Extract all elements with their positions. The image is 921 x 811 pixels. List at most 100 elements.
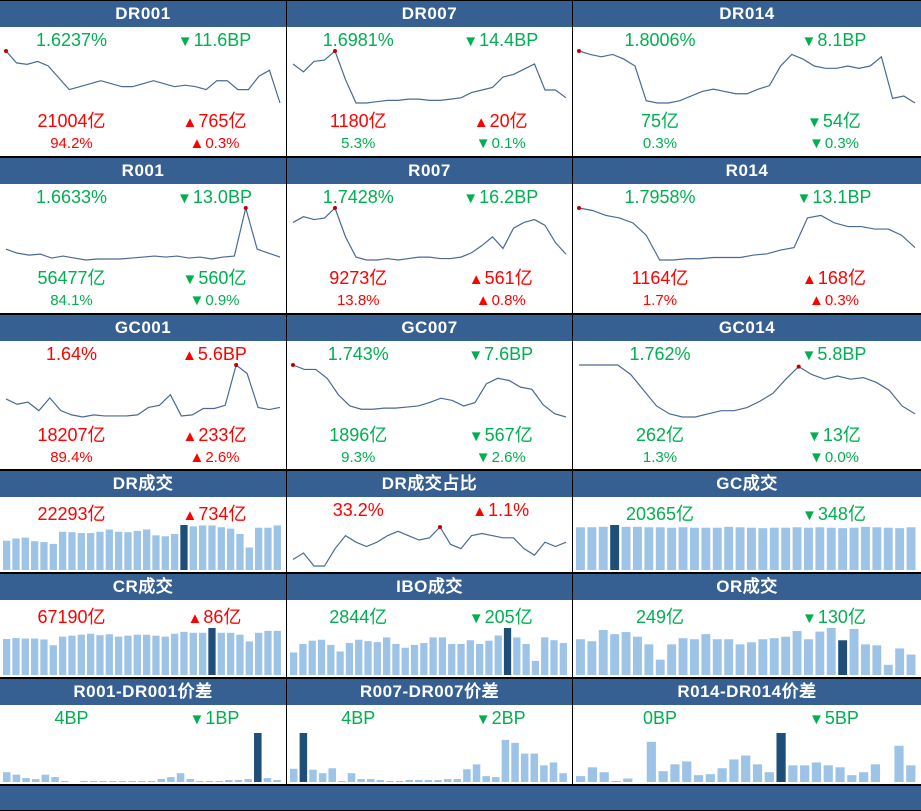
bar (40, 542, 48, 570)
bar (883, 527, 893, 570)
main-value: 20365亿 (573, 500, 747, 526)
sparkline-chart (290, 628, 567, 675)
bar (804, 639, 813, 675)
change-value: ▲86亿 (143, 603, 286, 629)
main-value: 0BP (573, 708, 747, 729)
volume-value-text: 75亿 (640, 111, 680, 131)
volume-change-text: 560亿 (198, 268, 247, 288)
bar (133, 634, 141, 675)
bar (424, 780, 433, 782)
bar (549, 762, 558, 782)
change-value: ▼130亿 (747, 603, 921, 629)
share-value-text: 13.8% (336, 292, 380, 309)
bar (559, 773, 567, 782)
change-value-text: 86亿 (203, 607, 242, 627)
panel-r001-dr001-: R001-DR001价差 4BP ▼1BP (0, 679, 286, 784)
sparkline-chart (3, 733, 281, 782)
bar (655, 659, 665, 675)
panel-title: R007 (287, 158, 572, 184)
volume-value: 18207亿 (0, 421, 143, 447)
bar (227, 528, 235, 570)
triangle-up-icon: ▲ (182, 507, 198, 524)
bar (466, 640, 474, 675)
main-value: 1.6981% (287, 30, 430, 51)
bar (420, 643, 428, 675)
share-change: ▼0.3% (747, 135, 921, 152)
change-value-text: 13.0BP (192, 187, 252, 207)
bar (644, 644, 654, 675)
bar (712, 527, 722, 570)
bar (894, 745, 904, 782)
sparkline-chart (3, 628, 281, 675)
bar (245, 547, 253, 570)
bar (646, 741, 656, 782)
triangle-down-icon: ▼ (475, 449, 491, 466)
bar (781, 636, 791, 675)
main-value: 1.743% (287, 344, 430, 365)
bar (31, 779, 40, 782)
panel-dr007: DR007 1.6981% ▼14.4BP 1180亿 ▲20亿 5.3% ▼0.1% (287, 1, 572, 156)
bar (434, 780, 442, 782)
bar (308, 640, 316, 675)
panel-gc001: GC001 1.64% ▲5.6BP 18207亿 ▲233亿 89.4% ▲2.6% (0, 315, 286, 469)
change-value-text: 348亿 (817, 504, 866, 524)
change-value: ▼14.4BP (430, 30, 573, 51)
change-value-text: 734亿 (198, 504, 247, 524)
share-value: 89.4% (0, 449, 143, 466)
triangle-up-icon: ▲ (187, 610, 203, 627)
bar (217, 632, 225, 675)
sparkline-chart (292, 206, 567, 261)
change-value-text: 14.4BP (479, 30, 539, 50)
bar (317, 639, 326, 675)
bar (522, 643, 530, 675)
bar (735, 644, 745, 675)
bar (443, 779, 452, 782)
volume-value: 262亿 (573, 421, 747, 447)
share-value: 5.3% (287, 135, 430, 152)
main-value-text: 1.762% (629, 344, 691, 364)
main-value-text: 1.6237% (35, 30, 108, 50)
bar (199, 525, 207, 570)
bar (244, 779, 252, 782)
panel-r014: R014 1.7958% ▼13.1BP 1164亿 ▲168亿 1.7% ▲0.3% (573, 158, 921, 313)
bar (690, 639, 699, 675)
sparkline (579, 364, 916, 418)
bar (60, 781, 69, 782)
bar (208, 525, 216, 570)
share-change: ▲2.6% (143, 449, 286, 466)
change-value-text: 16.2BP (479, 187, 539, 207)
triangle-up-icon: ▲ (468, 271, 484, 288)
main-value-text: 4BP (341, 708, 376, 728)
bar (186, 779, 194, 782)
bar (355, 639, 363, 675)
bar (690, 527, 699, 570)
bar (22, 778, 30, 782)
panel-gc014: GC014 1.762% ▼5.8BP 262亿 ▼13亿 1.3% ▼0.0% (573, 315, 921, 469)
bar (531, 660, 540, 675)
panel-title: GC007 (287, 315, 572, 341)
bar (633, 636, 642, 675)
panel-title: GC成交 (573, 471, 921, 497)
panel-title: R014-DR014价差 (573, 679, 921, 705)
bar (800, 765, 810, 782)
bar (180, 631, 188, 675)
triangle-up-icon: ▲ (802, 271, 817, 288)
bar (99, 781, 108, 782)
bar (161, 636, 169, 675)
bar (438, 637, 447, 675)
main-value-text: 1.64% (45, 344, 98, 364)
bar (678, 527, 688, 570)
bar (520, 753, 529, 782)
change-value: ▼13.1BP (747, 187, 921, 208)
main-value: 1.64% (0, 344, 143, 365)
bar (804, 527, 813, 570)
share-change-text: 0.8% (491, 292, 526, 309)
bar (205, 781, 214, 782)
main-value-text: 1.6633% (35, 187, 108, 207)
sparkline (5, 50, 281, 104)
triangle-up-icon: ▲ (475, 292, 491, 309)
main-value-text: 33.2% (332, 500, 384, 520)
change-value: ▼348亿 (747, 500, 921, 526)
bar (849, 629, 859, 675)
bar (872, 527, 882, 570)
